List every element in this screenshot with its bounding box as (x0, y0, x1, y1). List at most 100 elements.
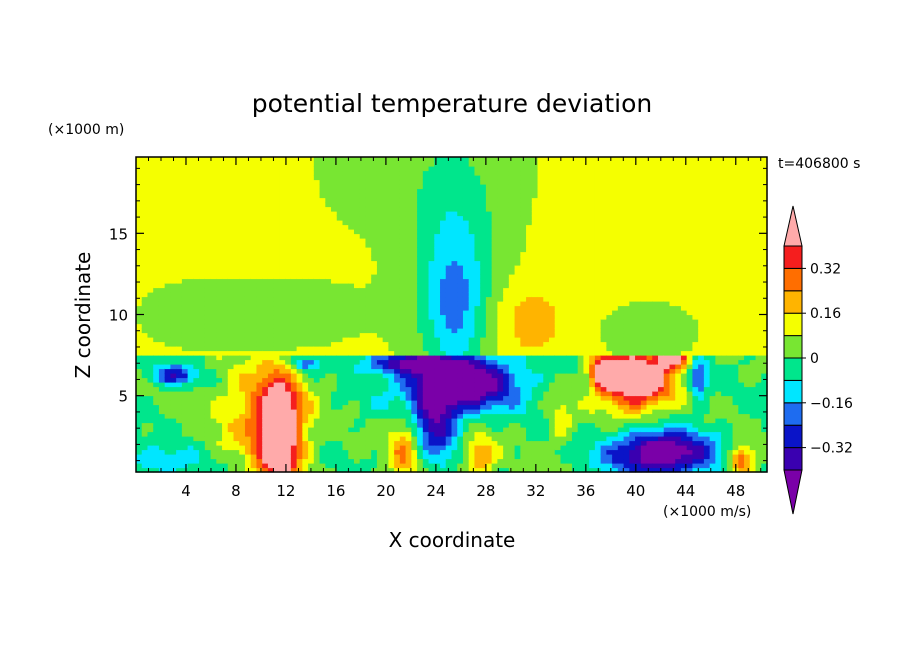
contour-cell (457, 368, 464, 374)
contour-cell (279, 242, 286, 248)
contour-cell (204, 283, 212, 289)
contour-cell (508, 382, 516, 388)
contour-cell (222, 251, 229, 257)
contour-cell (233, 436, 240, 442)
contour-cell (451, 319, 458, 325)
contour-cell (417, 346, 424, 352)
contour-cell (222, 305, 229, 311)
contour-cell (342, 260, 349, 266)
contour-cell (158, 283, 166, 289)
contour-cell (485, 278, 493, 284)
contour-cell (290, 436, 298, 442)
contour-cell (193, 431, 200, 437)
contour-cell (313, 206, 321, 212)
contour-cell (440, 323, 447, 329)
contour-cell (262, 350, 269, 356)
contour-cell (359, 436, 367, 442)
contour-cell (497, 422, 504, 428)
contour-cell (319, 368, 326, 374)
contour-cell (239, 337, 246, 343)
contour-cell (250, 337, 258, 343)
contour-cell (514, 274, 521, 280)
contour-cell (331, 319, 338, 325)
contour-cell (503, 391, 510, 397)
contour-cell (428, 328, 435, 334)
contour-cell (302, 413, 309, 419)
contour-cell (285, 377, 292, 383)
contour-cell (319, 166, 326, 172)
contour-cell (531, 391, 539, 397)
contour-cell (491, 386, 498, 392)
contour-cell (451, 395, 458, 401)
contour-cell (503, 170, 510, 176)
contour-cell (267, 247, 275, 253)
contour-cell (267, 179, 275, 185)
contour-cell (290, 211, 298, 217)
contour-cell (514, 445, 521, 451)
contour-cell (187, 175, 194, 181)
contour-cell (480, 278, 487, 284)
contour-cell (147, 229, 154, 235)
contour-cell (193, 211, 200, 217)
contour-cell (451, 283, 458, 289)
contour-cell (485, 206, 493, 212)
contour-cell (308, 382, 315, 388)
contour-cell (233, 328, 240, 334)
contour-cell (153, 467, 160, 473)
contour-cell (199, 305, 206, 311)
contour-cell (462, 260, 470, 266)
contour-cell (474, 287, 481, 293)
contour-cell (262, 175, 269, 181)
contour-cell (319, 395, 326, 401)
contour-cell (514, 283, 521, 289)
contour-cell (537, 170, 544, 176)
contour-cell (514, 463, 521, 469)
contour-cell (371, 310, 378, 316)
contour-cell (267, 170, 275, 176)
contour-cell (136, 449, 143, 455)
contour-cell (468, 422, 476, 428)
contour-cell (353, 287, 361, 293)
contour-cell (193, 287, 200, 293)
contour-cell (394, 166, 401, 172)
contour-cell (508, 395, 516, 401)
contour-cell (296, 170, 303, 176)
contour-cell (331, 274, 338, 280)
contour-cell (267, 202, 275, 208)
contour-cell (285, 449, 292, 455)
contour-cell (382, 409, 389, 415)
contour-cell (136, 413, 143, 419)
contour-cell (434, 175, 441, 181)
contour-cell (181, 179, 189, 185)
contour-cell (531, 287, 539, 293)
contour-cell (239, 274, 246, 280)
contour-cell (491, 395, 498, 401)
contour-cell (514, 427, 521, 433)
contour-cell (325, 242, 332, 248)
contour-cell (382, 431, 389, 437)
contour-cell (308, 301, 315, 307)
contour-cell (531, 233, 539, 239)
contour-cell (319, 260, 326, 266)
contour-cell (141, 368, 149, 374)
contour-cell (313, 287, 321, 293)
contour-cell (417, 355, 424, 361)
contour-cell (474, 224, 481, 230)
contour-cell (445, 436, 453, 442)
contour-cell (331, 161, 338, 167)
contour-cell (520, 440, 527, 446)
contour-cell (376, 404, 384, 410)
contour-cell (187, 440, 194, 446)
contour-cell (296, 260, 303, 266)
contour-cell (474, 458, 481, 464)
contour-cell (445, 328, 453, 334)
contour-cell (313, 247, 321, 253)
contour-cell (399, 305, 407, 311)
contour-cell (485, 188, 493, 194)
contour-cell (325, 355, 332, 361)
contour-cell (480, 449, 487, 455)
contour-cell (531, 373, 539, 379)
contour-cell (485, 400, 493, 406)
contour-cell (308, 323, 315, 329)
contour-cell (520, 395, 527, 401)
